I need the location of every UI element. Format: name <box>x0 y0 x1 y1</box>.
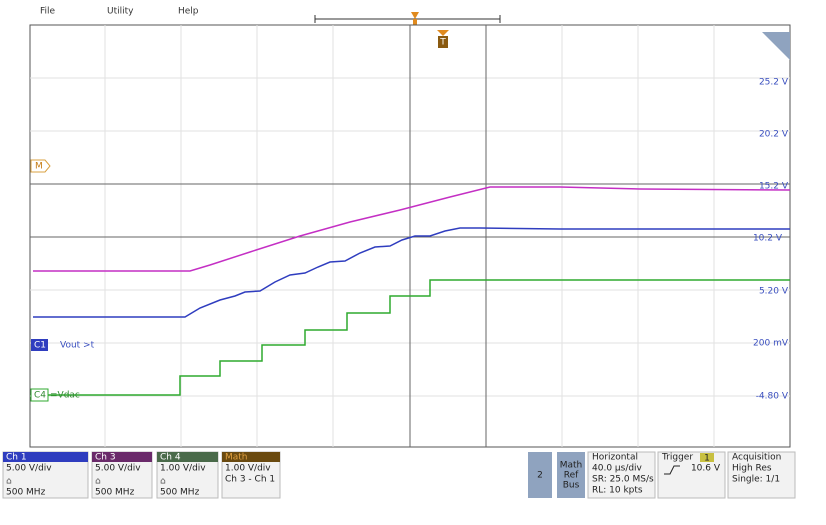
channel-box[interactable]: Ch 4 1.00 V/div 500 MHz <box>156 451 219 499</box>
svg-text:⌂: ⌂ <box>6 477 12 487</box>
add-channel-label: 2 <box>537 471 543 481</box>
trace-ch4 <box>33 279 790 396</box>
box-line: Single: 1/1 <box>732 475 780 485</box>
channel-title: Ch 1 <box>6 453 27 463</box>
box-title: Acquisition <box>732 453 781 463</box>
probe-icons: ⌂ ⌂ ⌂ <box>6 477 166 487</box>
channel-box[interactable]: Ch 1 5.00 V/div 500 MHz <box>2 451 89 499</box>
scale-label: 25.2 V <box>759 78 789 88</box>
button-label: Bus <box>563 481 580 491</box>
box-line: High Res <box>732 464 772 474</box>
scale-label: 5.20 V <box>759 287 789 297</box>
button-label: Math <box>560 461 583 471</box>
channel-box[interactable]: Math 1.00 V/div Ch 3 - Ch 1 <box>221 451 281 499</box>
svg-text:⌂: ⌂ <box>160 477 166 487</box>
record-view[interactable] <box>314 12 501 25</box>
trigger-level: 10.6 V <box>691 464 721 474</box>
menu-item[interactable]: Utility <box>107 7 134 17</box>
trigger-arrow <box>437 30 449 36</box>
ch1-badge[interactable] <box>31 339 48 351</box>
acquisition-box[interactable]: Acquisition High Res Single: 1/1 <box>727 451 796 499</box>
scale-label: 20.2 V <box>759 130 789 140</box>
channel-scale: 1.00 V/div <box>160 464 206 474</box>
box-title: Trigger <box>661 453 693 463</box>
trace-tag: M <box>35 162 43 172</box>
channel-source: Ch 3 - Ch 1 <box>225 475 275 485</box>
channel-bandwidth: 500 MHz <box>160 488 200 498</box>
scale-label: 200 mV <box>753 339 789 349</box>
channel-bandwidth: 500 MHz <box>95 488 135 498</box>
scale-label: -4.80 V <box>756 392 789 402</box>
channel-scale: 5.00 V/div <box>95 464 141 474</box>
box-title: Horizontal <box>592 453 638 463</box>
box-line: RL: 10 kpts <box>592 486 643 496</box>
menu-item[interactable]: File <box>40 7 56 17</box>
trace-name: =Vdac <box>50 391 80 401</box>
math-ref-bus[interactable] <box>557 452 585 498</box>
trigger-badge[interactable] <box>438 36 448 48</box>
menu-item[interactable]: Help <box>178 7 199 17</box>
trigger-source: 1 <box>704 454 710 464</box>
trigger-marker: T <box>439 38 446 48</box>
button-label: Ref <box>564 471 579 481</box>
box-line: SR: 25.0 MS/s <box>592 475 654 485</box>
svg-text:⌂: ⌂ <box>95 477 101 487</box>
trace-tag: C1 <box>34 341 46 351</box>
slope-icon <box>664 465 680 475</box>
ch4-badge[interactable] <box>30 388 49 402</box>
channel-box[interactable]: Ch 3 5.00 V/div 500 MHz <box>91 451 153 499</box>
math-label-badge[interactable] <box>30 159 51 173</box>
channel-bandwidth: 500 MHz <box>6 488 46 498</box>
trace-ch1 <box>33 227 790 318</box>
box-line: 40.0 µs/div <box>592 464 643 474</box>
channel-title: Ch 3 <box>95 453 116 463</box>
trace-name: Vout >t <box>60 341 95 351</box>
channel-title: Ch 4 <box>160 453 181 463</box>
scale-label: 10.2 V <box>753 234 783 244</box>
horizontal-box[interactable]: Horizontal 40.0 µs/div SR: 25.0 MS/s RL:… <box>587 451 656 499</box>
trace-math <box>33 186 791 272</box>
add-channel[interactable] <box>528 452 552 498</box>
channel-title: Math <box>225 453 248 463</box>
channel-scale: 1.00 V/div <box>225 464 271 474</box>
zoom-corner[interactable] <box>762 32 790 60</box>
scale-label: 15.2 V <box>759 182 789 192</box>
channel-scale: 5.00 V/div <box>6 464 52 474</box>
trigger-box[interactable]: Trigger 1 10.6 V <box>657 451 726 499</box>
trace-tag: C4 <box>34 391 46 401</box>
